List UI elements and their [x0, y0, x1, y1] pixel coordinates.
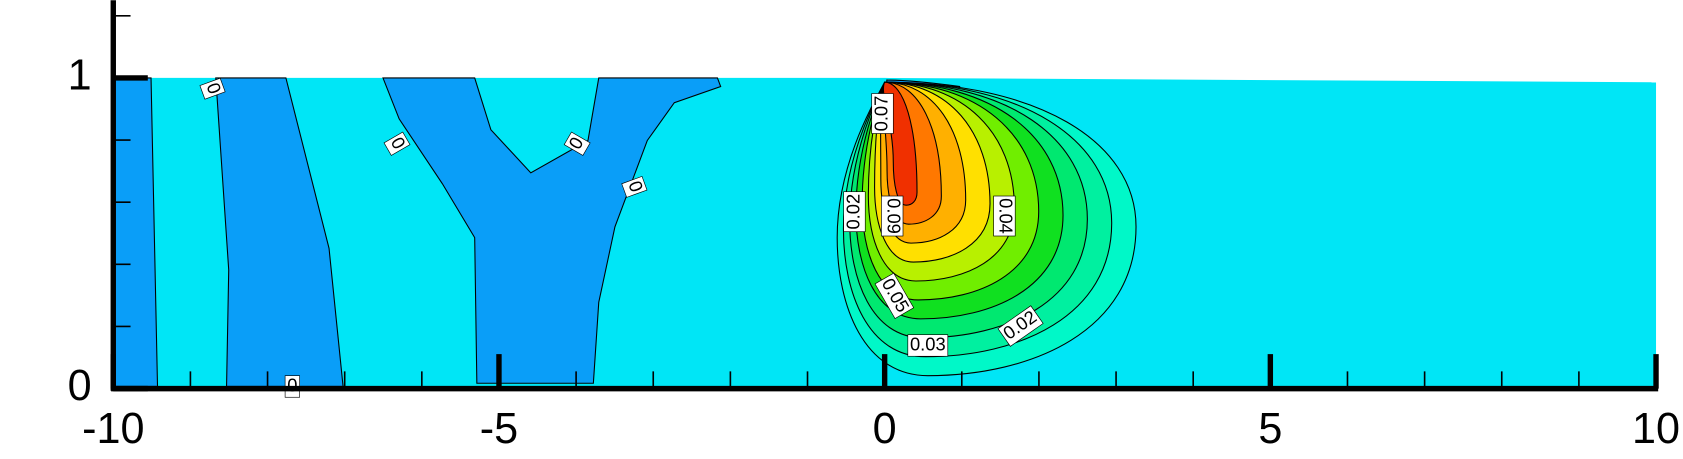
x-tick-label: -5 — [480, 405, 518, 453]
contour-label-bg — [874, 272, 915, 320]
contour-label-bg — [993, 195, 1016, 237]
contour-label-bg — [199, 77, 226, 100]
contour-label: 0.03 — [907, 333, 949, 357]
y-tick-label: 1 — [68, 51, 92, 99]
contour-label: 0 — [563, 131, 591, 156]
contour-label-text: 0.03 — [910, 333, 946, 354]
x-tick-label: 0 — [873, 405, 897, 453]
contour-label-text: 0.04 — [996, 198, 1017, 234]
contour-label-bg — [843, 191, 866, 233]
x-tick-label: 10 — [1632, 405, 1680, 453]
contour-label-bg — [621, 175, 648, 198]
contour-label: 0 — [621, 175, 648, 198]
x-tick-label: 5 — [1258, 405, 1282, 453]
contour-label: 0.04 — [993, 195, 1017, 237]
y-tick-label: 0 — [68, 362, 92, 410]
contour-field — [112, 77, 1657, 389]
contour-label-bg — [383, 131, 411, 156]
contour-label-bg — [997, 305, 1044, 347]
contour-label-bg — [563, 131, 591, 156]
contour-label-text: 0 — [287, 374, 297, 395]
contour-label: 0.09 — [881, 195, 904, 237]
contour-label: 0 — [284, 374, 300, 398]
contour-label-bg — [871, 93, 894, 134]
x-tick-label: -10 — [82, 405, 144, 453]
contour-label-bg — [907, 334, 949, 357]
region — [112, 77, 159, 388]
contour-label: 0 — [383, 131, 411, 156]
region — [382, 77, 722, 384]
contour-label: 0.07 — [870, 93, 894, 134]
contour-label: 0.02 — [842, 191, 866, 233]
contour-label-text: 0.02 — [842, 194, 863, 230]
contour-label-text: 0.07 — [870, 96, 891, 132]
contour-label-text: 0.09 — [883, 198, 904, 234]
contour-label: 0 — [199, 77, 226, 100]
contour-label-bg — [881, 195, 904, 237]
